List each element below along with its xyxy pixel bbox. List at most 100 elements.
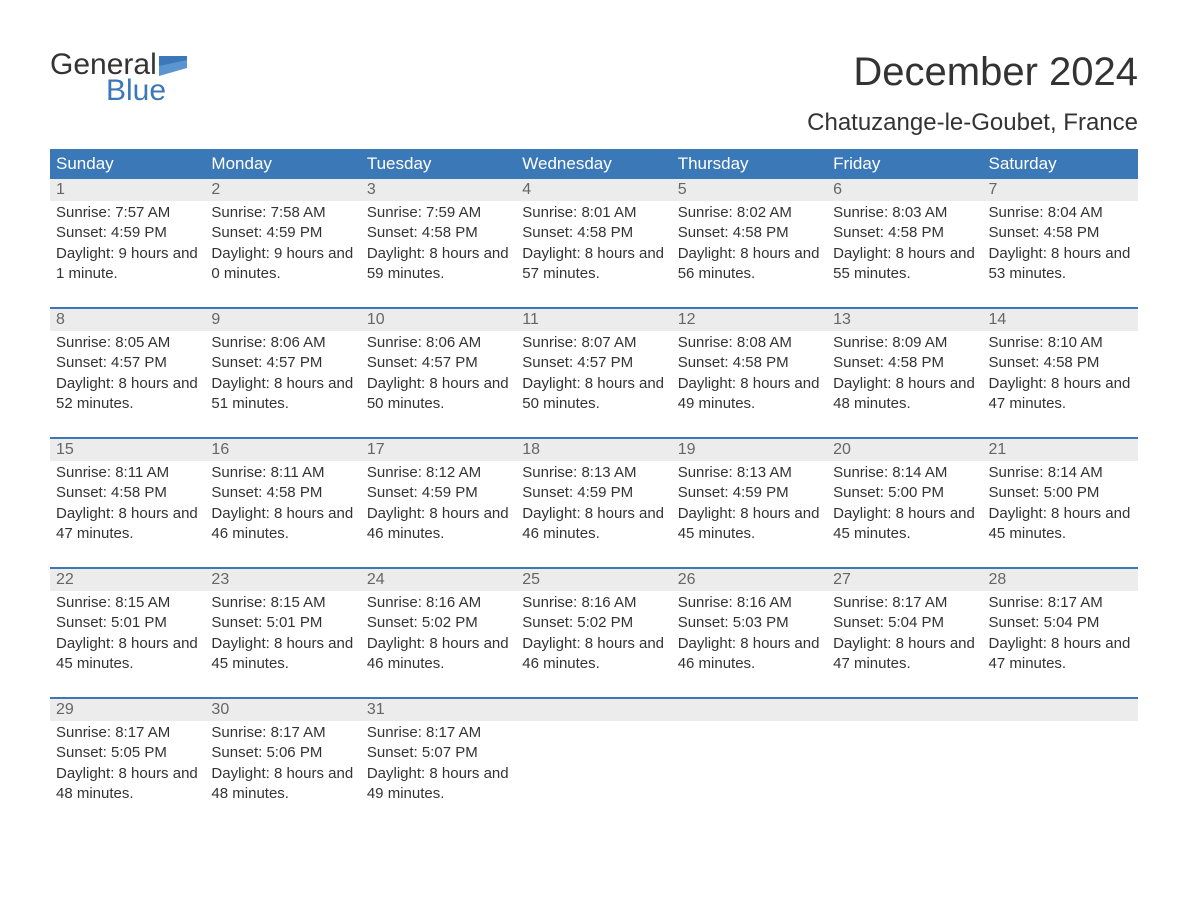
sunrise-line: Sunrise: 8:17 AM (833, 593, 976, 613)
day-of-week-cell: Sunday (50, 149, 205, 179)
day-body: Sunrise: 8:17 AMSunset: 5:07 PMDaylight:… (361, 721, 516, 804)
sunrise-line: Sunrise: 7:59 AM (367, 203, 510, 223)
daylight-line: Daylight: 8 hours and 45 minutes. (989, 504, 1132, 545)
day-number: 12 (672, 309, 827, 331)
day-number: 19 (672, 439, 827, 461)
logo-flag-icon (159, 56, 187, 76)
calendar: SundayMondayTuesdayWednesdayThursdayFrid… (50, 149, 1138, 827)
sunrise-line: Sunrise: 8:13 AM (678, 463, 821, 483)
sunrise-line: Sunrise: 8:06 AM (367, 333, 510, 353)
sunset-line: Sunset: 5:02 PM (522, 613, 665, 633)
sunrise-line: Sunrise: 8:05 AM (56, 333, 199, 353)
day-body: Sunrise: 8:15 AMSunset: 5:01 PMDaylight:… (205, 591, 360, 674)
day-body: Sunrise: 8:07 AMSunset: 4:57 PMDaylight:… (516, 331, 671, 414)
week-row: 8Sunrise: 8:05 AMSunset: 4:57 PMDaylight… (50, 307, 1138, 437)
day-cell: 4Sunrise: 8:01 AMSunset: 4:58 PMDaylight… (516, 179, 671, 307)
sunset-line: Sunset: 5:00 PM (989, 483, 1132, 503)
sunrise-line: Sunrise: 8:16 AM (522, 593, 665, 613)
sunrise-line: Sunrise: 8:14 AM (833, 463, 976, 483)
day-cell: 11Sunrise: 8:07 AMSunset: 4:57 PMDayligh… (516, 309, 671, 437)
sunset-line: Sunset: 4:59 PM (678, 483, 821, 503)
day-cell: 27Sunrise: 8:17 AMSunset: 5:04 PMDayligh… (827, 569, 982, 697)
sunset-line: Sunset: 5:02 PM (367, 613, 510, 633)
sunset-line: Sunset: 5:05 PM (56, 743, 199, 763)
sunrise-line: Sunrise: 8:04 AM (989, 203, 1132, 223)
day-number-empty (672, 699, 827, 721)
day-body: Sunrise: 8:16 AMSunset: 5:02 PMDaylight:… (361, 591, 516, 674)
day-cell: 20Sunrise: 8:14 AMSunset: 5:00 PMDayligh… (827, 439, 982, 567)
header: General Blue December 2024 Chatuzange-le… (50, 50, 1138, 137)
sunrise-line: Sunrise: 8:02 AM (678, 203, 821, 223)
daylight-line: Daylight: 8 hours and 48 minutes. (56, 764, 199, 805)
daylight-line: Daylight: 8 hours and 49 minutes. (367, 764, 510, 805)
daylight-line: Daylight: 8 hours and 46 minutes. (678, 634, 821, 675)
daylight-line: Daylight: 8 hours and 45 minutes. (678, 504, 821, 545)
day-number: 9 (205, 309, 360, 331)
day-number: 26 (672, 569, 827, 591)
day-number: 21 (983, 439, 1138, 461)
sunset-line: Sunset: 5:04 PM (989, 613, 1132, 633)
day-body: Sunrise: 8:08 AMSunset: 4:58 PMDaylight:… (672, 331, 827, 414)
sunset-line: Sunset: 5:07 PM (367, 743, 510, 763)
day-number: 15 (50, 439, 205, 461)
sunset-line: Sunset: 5:01 PM (56, 613, 199, 633)
day-of-week-header: SundayMondayTuesdayWednesdayThursdayFrid… (50, 149, 1138, 179)
day-cell: 21Sunrise: 8:14 AMSunset: 5:00 PMDayligh… (983, 439, 1138, 567)
daylight-line: Daylight: 8 hours and 50 minutes. (367, 374, 510, 415)
day-cell: 18Sunrise: 8:13 AMSunset: 4:59 PMDayligh… (516, 439, 671, 567)
day-cell: 5Sunrise: 8:02 AMSunset: 4:58 PMDaylight… (672, 179, 827, 307)
sunset-line: Sunset: 4:59 PM (522, 483, 665, 503)
sunset-line: Sunset: 4:59 PM (211, 223, 354, 243)
day-cell: 3Sunrise: 7:59 AMSunset: 4:58 PMDaylight… (361, 179, 516, 307)
sunrise-line: Sunrise: 8:12 AM (367, 463, 510, 483)
daylight-line: Daylight: 8 hours and 45 minutes. (56, 634, 199, 675)
day-cell: 10Sunrise: 8:06 AMSunset: 4:57 PMDayligh… (361, 309, 516, 437)
day-of-week-cell: Monday (205, 149, 360, 179)
daylight-line: Daylight: 9 hours and 0 minutes. (211, 244, 354, 285)
day-cell: 25Sunrise: 8:16 AMSunset: 5:02 PMDayligh… (516, 569, 671, 697)
day-number: 23 (205, 569, 360, 591)
day-body: Sunrise: 8:11 AMSunset: 4:58 PMDaylight:… (50, 461, 205, 544)
sunrise-line: Sunrise: 8:09 AM (833, 333, 976, 353)
day-cell: 28Sunrise: 8:17 AMSunset: 5:04 PMDayligh… (983, 569, 1138, 697)
sunrise-line: Sunrise: 8:11 AM (56, 463, 199, 483)
sunrise-line: Sunrise: 8:14 AM (989, 463, 1132, 483)
sunset-line: Sunset: 4:58 PM (56, 483, 199, 503)
sunset-line: Sunset: 5:03 PM (678, 613, 821, 633)
day-body: Sunrise: 8:12 AMSunset: 4:59 PMDaylight:… (361, 461, 516, 544)
day-of-week-cell: Tuesday (361, 149, 516, 179)
day-cell: 22Sunrise: 8:15 AMSunset: 5:01 PMDayligh… (50, 569, 205, 697)
sunset-line: Sunset: 5:04 PM (833, 613, 976, 633)
day-number: 1 (50, 179, 205, 201)
day-number: 18 (516, 439, 671, 461)
day-body: Sunrise: 8:05 AMSunset: 4:57 PMDaylight:… (50, 331, 205, 414)
day-of-week-cell: Friday (827, 149, 982, 179)
day-body: Sunrise: 8:17 AMSunset: 5:06 PMDaylight:… (205, 721, 360, 804)
sunrise-line: Sunrise: 8:15 AM (211, 593, 354, 613)
sunset-line: Sunset: 4:58 PM (211, 483, 354, 503)
sunset-line: Sunset: 4:58 PM (678, 353, 821, 373)
sunrise-line: Sunrise: 8:07 AM (522, 333, 665, 353)
day-number: 31 (361, 699, 516, 721)
day-body: Sunrise: 7:59 AMSunset: 4:58 PMDaylight:… (361, 201, 516, 284)
day-number: 4 (516, 179, 671, 201)
day-of-week-cell: Thursday (672, 149, 827, 179)
daylight-line: Daylight: 8 hours and 50 minutes. (522, 374, 665, 415)
sunset-line: Sunset: 4:58 PM (989, 353, 1132, 373)
day-body: Sunrise: 8:04 AMSunset: 4:58 PMDaylight:… (983, 201, 1138, 284)
day-body: Sunrise: 8:14 AMSunset: 5:00 PMDaylight:… (983, 461, 1138, 544)
day-of-week-cell: Wednesday (516, 149, 671, 179)
day-number-empty (827, 699, 982, 721)
sunrise-line: Sunrise: 8:16 AM (678, 593, 821, 613)
sunset-line: Sunset: 4:57 PM (522, 353, 665, 373)
daylight-line: Daylight: 8 hours and 46 minutes. (367, 504, 510, 545)
location: Chatuzange-le-Goubet, France (807, 109, 1138, 137)
day-body: Sunrise: 7:58 AMSunset: 4:59 PMDaylight:… (205, 201, 360, 284)
day-cell: 24Sunrise: 8:16 AMSunset: 5:02 PMDayligh… (361, 569, 516, 697)
day-body: Sunrise: 8:02 AMSunset: 4:58 PMDaylight:… (672, 201, 827, 284)
day-cell: 30Sunrise: 8:17 AMSunset: 5:06 PMDayligh… (205, 699, 360, 827)
day-cell (983, 699, 1138, 827)
daylight-line: Daylight: 8 hours and 47 minutes. (56, 504, 199, 545)
day-body: Sunrise: 8:03 AMSunset: 4:58 PMDaylight:… (827, 201, 982, 284)
day-number: 2 (205, 179, 360, 201)
